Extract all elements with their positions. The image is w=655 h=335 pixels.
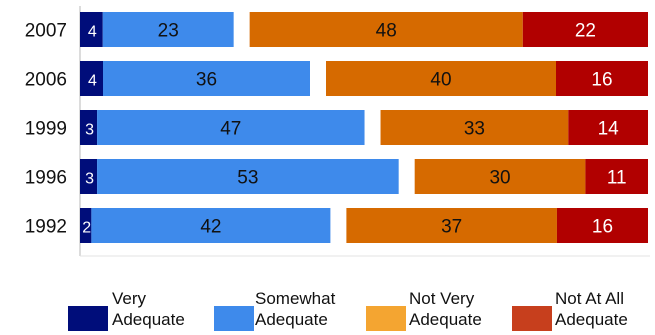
category-label: 2007 — [25, 21, 67, 42]
bar-segment — [103, 61, 310, 96]
data-label: 4 — [88, 73, 97, 90]
bar-segment — [97, 110, 365, 145]
legend-item: Not At All Adequate — [0, 290, 655, 335]
data-label: 47 — [220, 119, 241, 140]
legend-swatch — [214, 306, 254, 331]
data-label: 48 — [376, 21, 397, 42]
legend-label-line: Adequate — [409, 310, 482, 329]
legend-label-line: Adequate — [555, 310, 628, 329]
legend-label: Very Adequate — [112, 290, 185, 328]
data-label: 3 — [85, 122, 94, 139]
bar-segment — [80, 110, 98, 145]
stacked-bar-chart: 2007 4 23 48 22 2006 4 36 40 16 1999 3 47 33 14 1996 3 53… — [25, 6, 650, 257]
category-label: 1996 — [25, 168, 67, 189]
data-label: 14 — [598, 119, 620, 140]
bar-segment — [556, 208, 648, 243]
legend-label-line: Adequate — [255, 310, 328, 329]
legend-item: Not Very Adequate — [0, 290, 655, 335]
legend-label-line: Not Very — [409, 289, 475, 308]
data-label: 37 — [441, 217, 462, 238]
data-label: 23 — [158, 21, 179, 42]
data-label: 33 — [464, 119, 485, 140]
data-label: 11 — [607, 168, 627, 189]
bar-segment — [249, 12, 523, 47]
legend-swatch — [366, 306, 406, 331]
bar-segment — [102, 12, 234, 47]
bar-segment — [380, 110, 569, 145]
bar-segment — [568, 110, 648, 145]
bar-segment — [97, 159, 399, 194]
bar-segment — [414, 159, 586, 194]
data-label: 3 — [85, 171, 94, 188]
legend-label-line: Adequate — [112, 310, 185, 329]
bar-segment — [80, 61, 103, 96]
legend-swatch — [68, 306, 108, 331]
bar-segment — [80, 159, 98, 194]
legend-swatch — [512, 306, 552, 331]
category-label: 1992 — [25, 217, 67, 238]
data-label: 42 — [200, 217, 221, 238]
chart-legend: Very Adequate Somewhat Adequate Not Very Adeq… — [0, 290, 655, 335]
category-label: 2006 — [25, 70, 67, 91]
bar-segment — [522, 12, 648, 47]
legend-label: Somewhat Adequate — [255, 290, 335, 328]
bar-segment — [585, 159, 648, 194]
data-label: 16 — [591, 70, 612, 91]
category-label: 1999 — [25, 119, 67, 140]
data-label: 2 — [82, 220, 91, 237]
data-label: 53 — [237, 168, 258, 189]
legend-label: Not Very Adequate — [409, 290, 482, 328]
data-label: 4 — [88, 24, 97, 41]
legend-label-line: Very — [112, 289, 147, 308]
legend-item: Very Adequate — [0, 290, 655, 335]
legend-item: Somewhat Adequate — [0, 290, 655, 335]
data-label: 36 — [196, 70, 217, 91]
bar-segment — [80, 208, 92, 243]
bar-segment — [556, 61, 648, 96]
bar-segment — [326, 61, 556, 96]
bar-segment — [346, 208, 557, 243]
data-label: 22 — [575, 21, 596, 42]
data-label: 16 — [592, 217, 613, 238]
bar-segment — [80, 12, 103, 47]
legend-label-line: Somewhat — [255, 289, 336, 308]
data-label: 30 — [489, 168, 510, 189]
legend-label-line: Not At All — [555, 289, 624, 308]
legend-label: Not At All Adequate — [555, 290, 628, 328]
bar-segment — [91, 208, 331, 243]
data-label: 40 — [430, 70, 451, 91]
